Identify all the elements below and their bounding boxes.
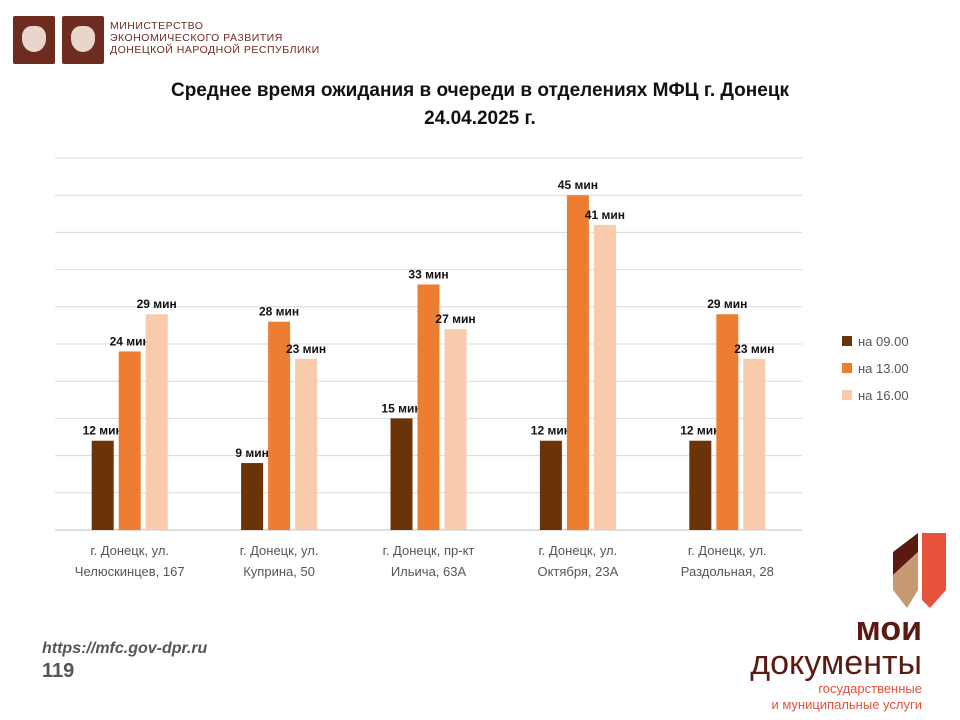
category-label: г. Донецк, ул. bbox=[539, 543, 618, 558]
data-label: 41 мин bbox=[585, 208, 625, 222]
data-label: 33 мин bbox=[408, 267, 448, 281]
tagline-line: и муниципальные услуги bbox=[771, 697, 922, 712]
logo-documents: документы bbox=[750, 644, 922, 682]
data-label: 28 мин bbox=[259, 305, 299, 319]
category-label: Ильича, 63А bbox=[391, 564, 467, 579]
bar bbox=[743, 358, 766, 530]
title-line: Среднее время ожидания в очереди в отдел… bbox=[170, 80, 790, 101]
dpr-emblem-icon bbox=[62, 16, 104, 64]
russia-emblem-icon bbox=[13, 16, 55, 64]
bar bbox=[91, 440, 114, 530]
bar bbox=[390, 418, 413, 530]
legend-swatch bbox=[842, 336, 852, 346]
data-label: 23 мин bbox=[286, 342, 326, 356]
logo-moi: мои bbox=[855, 610, 922, 648]
ministry-line: МИНИСТЕРСТВО bbox=[110, 20, 204, 32]
bar bbox=[539, 440, 562, 530]
bar bbox=[716, 314, 739, 530]
bar bbox=[295, 358, 318, 530]
subtitle-line: 24.04.2025 г. bbox=[424, 108, 536, 129]
data-label: 23 мин bbox=[734, 342, 774, 356]
chart-title: Среднее время ожидания в очереди в отдел… bbox=[0, 77, 960, 133]
data-label: 24 мин bbox=[110, 334, 150, 348]
website-link[interactable]: https://mfc.gov-dpr.ru bbox=[42, 640, 208, 657]
bar bbox=[689, 440, 712, 530]
ministry-line: ЭКОНОМИЧЕСКОГО РАЗВИТИЯ bbox=[110, 32, 283, 44]
category-label: г. Донецк, пр-кт bbox=[383, 543, 475, 558]
bar bbox=[566, 195, 589, 530]
category-label: г. Донецк, ул. bbox=[240, 543, 319, 558]
data-label: 29 мин bbox=[137, 297, 177, 311]
data-label: 12 мин bbox=[680, 424, 720, 438]
bar bbox=[593, 224, 616, 530]
data-label: 12 мин bbox=[83, 424, 123, 438]
category-label: г. Донецк, ул. bbox=[90, 543, 169, 558]
data-label: 45 мин bbox=[558, 178, 598, 192]
tagline-line: государственные bbox=[818, 681, 922, 696]
ministry-name: МИНИСТЕРСТВО ЭКОНОМИЧЕСКОГО РАЗВИТИЯ ДОН… bbox=[110, 20, 320, 56]
data-label: 12 мин bbox=[531, 424, 571, 438]
bar bbox=[268, 321, 291, 530]
category-label: Челюскинцев, 167 bbox=[75, 564, 185, 579]
bar bbox=[444, 329, 467, 530]
bar bbox=[241, 463, 264, 530]
data-label: 9 мин bbox=[235, 446, 269, 460]
legend-label: на 13.00 bbox=[858, 361, 909, 376]
logo-tagline: государственные и муниципальные услуги bbox=[771, 681, 922, 713]
legend-label: на 16.00 bbox=[858, 388, 909, 403]
data-label: 29 мин bbox=[707, 297, 747, 311]
legend-swatch bbox=[842, 363, 852, 373]
page-number: 119 bbox=[42, 660, 75, 682]
ministry-line: ДОНЕЦКОЙ НАРОДНОЙ РЕСПУБЛИКИ bbox=[110, 44, 320, 56]
category-label: г. Донецк, ул. bbox=[688, 543, 767, 558]
bar bbox=[118, 351, 141, 530]
category-label: Октября, 23А bbox=[537, 564, 618, 579]
data-label: 15 мин bbox=[381, 401, 421, 415]
data-label: 27 мин bbox=[435, 312, 475, 326]
bar bbox=[145, 314, 168, 530]
bar bbox=[417, 284, 440, 530]
legend-swatch bbox=[842, 390, 852, 400]
category-label: Раздольная, 28 bbox=[681, 564, 774, 579]
legend-label: на 09.00 bbox=[858, 334, 909, 349]
category-label: Куприна, 50 bbox=[243, 564, 315, 579]
